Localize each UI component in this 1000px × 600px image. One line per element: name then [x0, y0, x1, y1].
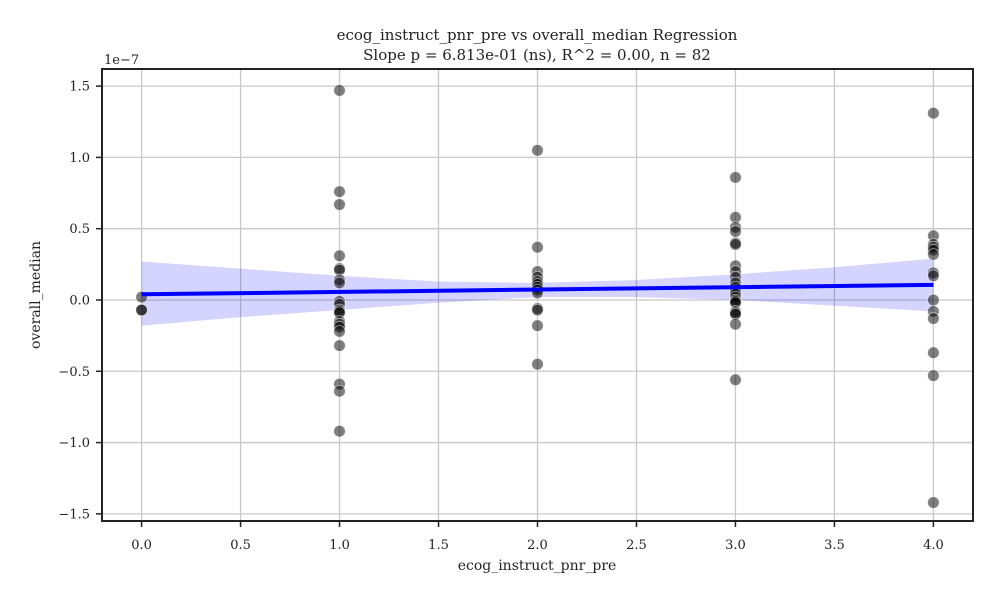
y-tick-label: −1.5 [58, 507, 90, 522]
data-point [531, 144, 544, 157]
regression-line-layer [141, 282, 934, 297]
data-point [729, 171, 742, 184]
y-tick-label: 0.0 [69, 293, 90, 308]
x-axis-ticks: 0.0 0.5 1.0 1.5 2.0 2.5 3.0 3.5 4.0 [131, 521, 944, 553]
data-point [333, 276, 346, 290]
data-point [531, 319, 544, 332]
data-point [531, 240, 544, 254]
y-tick-label: 1.5 [69, 80, 90, 95]
data-point [927, 496, 940, 509]
x-tick-label: 2.0 [527, 538, 548, 553]
data-point [531, 303, 544, 317]
data-point [927, 106, 940, 120]
x-tick-label: 3.5 [824, 538, 845, 553]
data-point [729, 373, 742, 387]
data-point [333, 84, 346, 97]
x-tick-label: 0.5 [230, 538, 251, 553]
x-tick-label: 1.0 [329, 538, 350, 553]
chart-subtitle: Slope p = 6.813e-01 (ns), R^2 = 0.00, n … [363, 46, 711, 64]
data-point [333, 325, 346, 338]
data-point [927, 293, 940, 307]
data-point [927, 369, 940, 382]
x-tick-label: 1.5 [428, 538, 449, 553]
y-tick-label: −0.5 [58, 365, 90, 380]
data-point [333, 425, 346, 438]
regression-line [141, 282, 934, 297]
data-point [927, 248, 940, 261]
data-point [531, 358, 544, 371]
data-point [729, 238, 742, 251]
x-tick-label: 2.5 [626, 538, 647, 553]
data-point [333, 198, 346, 211]
grid-lines [102, 69, 973, 521]
x-tick-label: 4.0 [923, 538, 944, 553]
data-point [927, 346, 940, 359]
data-point [333, 185, 346, 198]
scatter-points [135, 84, 940, 509]
y-axis-offset-label: 1e−7 [104, 53, 139, 68]
data-point [927, 269, 940, 283]
data-point [729, 318, 742, 331]
data-point [333, 339, 346, 352]
data-point [333, 385, 346, 398]
data-point [927, 312, 940, 325]
y-tick-label: 0.5 [69, 222, 90, 237]
y-axis-ticks: −1.5 −1.0 −0.5 0.0 0.5 1.0 1.5 [58, 80, 102, 522]
y-tick-label: 1.0 [69, 151, 90, 166]
data-point [333, 249, 346, 263]
x-tick-label: 0.0 [131, 538, 152, 553]
data-point [729, 225, 742, 238]
x-axis-label: ecog_instruct_pnr_pre [458, 558, 617, 574]
y-tick-label: −1.0 [58, 436, 90, 451]
x-tick-label: 3.0 [725, 538, 746, 553]
y-axis-label: overall_median [28, 241, 44, 349]
chart-title: ecog_instruct_pnr_pre vs overall_median … [337, 26, 738, 44]
data-point [135, 303, 148, 317]
